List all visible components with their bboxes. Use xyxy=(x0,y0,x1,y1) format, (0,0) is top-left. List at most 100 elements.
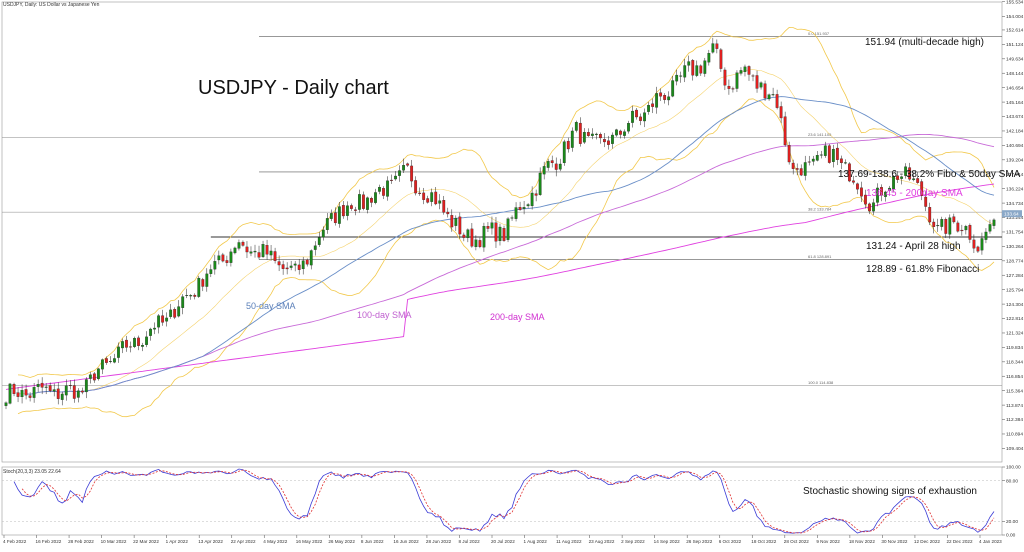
price-tick-label: 133.244 xyxy=(1006,215,1024,221)
candle-body xyxy=(337,206,341,224)
candle-body xyxy=(534,193,538,196)
level-label-fibo-382: 137.69-138.6 - 38.2% Fibo & 50day SMA xyxy=(838,169,1021,180)
candle-body xyxy=(68,385,72,387)
date-tick-label: 16 Jun 2022 xyxy=(393,539,419,544)
candle-body xyxy=(510,217,514,219)
candle-body xyxy=(599,134,602,139)
candle-body xyxy=(305,259,309,265)
price-tick-label: 151.124 xyxy=(1006,42,1024,48)
support-resistance-levels: 0.0 151.937 23.6 141.105 38.2 133.784 61.8 … xyxy=(2,31,1002,386)
candle-body xyxy=(843,162,847,164)
candle-body xyxy=(763,83,767,99)
candle-body xyxy=(229,251,233,263)
level-label-multi-decade-high: 151.94 (multi-decade high) xyxy=(865,37,984,48)
candle-body xyxy=(972,239,976,249)
candle-body xyxy=(803,162,807,176)
date-tick-label: 26 Sep 2022 xyxy=(686,539,713,544)
candle-body xyxy=(864,194,867,205)
price-tick-label: 152.614 xyxy=(1006,28,1024,34)
candle-body xyxy=(815,155,819,161)
candle-body xyxy=(201,279,205,287)
candle-body xyxy=(655,93,659,108)
candle-body xyxy=(273,251,277,261)
candle-body xyxy=(321,229,325,238)
price-tick-label: 131.754 xyxy=(1006,230,1024,236)
candle-body xyxy=(570,130,574,148)
candle-body xyxy=(426,198,430,203)
candle-body xyxy=(868,203,871,212)
candle-body xyxy=(856,183,859,190)
candle-body xyxy=(44,386,48,388)
sma50-label: 50-day SMA xyxy=(246,301,296,311)
candle-body xyxy=(145,336,148,345)
candle-body xyxy=(76,390,80,398)
candle-body xyxy=(8,383,12,404)
candle-body xyxy=(659,92,663,97)
date-tick-label: 9 Nov 2022 xyxy=(816,539,840,544)
date-axis: 4 Feb 2022 16 Feb 2022 28 Feb 2022 10 Mar 2… xyxy=(3,535,1002,544)
stochastic-panel: 100.00 80.00 20.00 0.00 xyxy=(1,465,1021,539)
candle-body xyxy=(783,116,787,146)
candle-body xyxy=(807,161,811,163)
price-tick-label: 112.384 xyxy=(1006,417,1023,423)
candle-body xyxy=(892,176,895,190)
candle-body xyxy=(478,240,482,247)
candle-body xyxy=(466,229,470,239)
date-tick-label: 12 Dec 2022 xyxy=(914,539,940,544)
candle-body xyxy=(687,61,691,66)
candle-body xyxy=(699,65,703,74)
date-tick-label: 28 Feb 2022 xyxy=(68,539,94,544)
candle-body xyxy=(301,260,305,270)
candle-body xyxy=(261,244,265,257)
candle-body xyxy=(896,175,899,180)
candle-body xyxy=(743,66,747,72)
candle-body xyxy=(562,141,566,164)
candle-body xyxy=(872,202,875,212)
candle-body xyxy=(386,180,389,197)
candle-body xyxy=(297,264,301,270)
candle-body xyxy=(450,215,454,228)
candle-body xyxy=(137,337,140,346)
price-tick-label: 128.774 xyxy=(1006,259,1024,265)
candle-body xyxy=(92,373,96,381)
candle-body xyxy=(20,390,24,398)
candle-body xyxy=(105,358,108,363)
candle-body xyxy=(446,211,450,215)
price-tick-label: 143.674 xyxy=(1006,114,1024,120)
candle-body xyxy=(711,43,715,53)
candle-body xyxy=(257,252,261,258)
bollinger-lower xyxy=(17,98,995,418)
price-tick-label: 148.144 xyxy=(1006,71,1024,77)
candle-body xyxy=(366,197,369,210)
candle-body xyxy=(149,328,152,336)
candle-body xyxy=(289,265,293,268)
candle-body xyxy=(470,228,474,247)
candle-body xyxy=(900,176,904,179)
candle-body xyxy=(984,231,988,240)
candle-body xyxy=(109,360,112,362)
date-tick-label: 4 Feb 2022 xyxy=(3,539,27,544)
candle-body xyxy=(719,49,723,69)
candle-body xyxy=(586,132,590,136)
candle-body xyxy=(823,145,827,156)
candle-body xyxy=(80,390,84,393)
candle-body xyxy=(976,246,980,252)
candle-body xyxy=(663,95,667,100)
candle-body xyxy=(767,94,771,100)
price-tick-label: 118.344 xyxy=(1006,360,1023,366)
candle-body xyxy=(181,296,185,308)
stochastic-tick-label: 20.00 xyxy=(1006,519,1018,525)
candle-body xyxy=(442,200,446,213)
candle-body xyxy=(4,402,8,406)
fibonacci-level-label: 38.2 133.784 xyxy=(808,207,832,212)
price-tick-label: 145.164 xyxy=(1006,100,1024,106)
candle-body xyxy=(727,85,731,89)
candle-body xyxy=(133,338,136,347)
candle-body xyxy=(811,158,815,162)
candle-body xyxy=(707,53,711,63)
candle-body xyxy=(358,194,361,210)
candle-body xyxy=(169,309,173,317)
candle-body xyxy=(482,226,486,248)
candle-body xyxy=(157,315,161,328)
candle-body xyxy=(245,246,249,253)
